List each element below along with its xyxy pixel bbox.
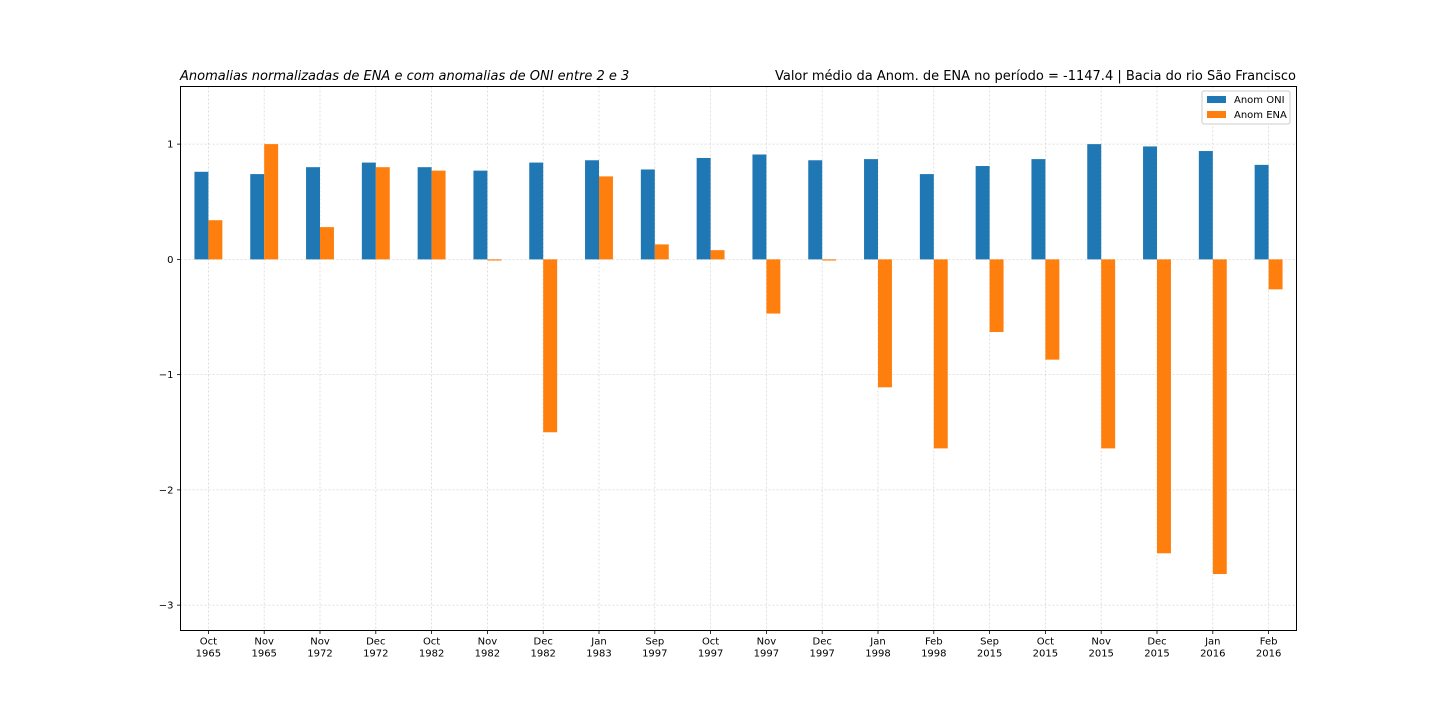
bar-anom-ena xyxy=(264,144,279,260)
x-tick-label: Dec 1997 xyxy=(809,637,834,660)
legend: Anom ONI Anom ENA xyxy=(1201,90,1291,125)
bar-anom-ena xyxy=(822,259,837,261)
bar-anom-ena xyxy=(1157,259,1171,554)
x-tick-label: Feb 2016 xyxy=(1256,637,1281,660)
x-tick-label: Oct 1982 xyxy=(419,637,444,660)
bar-anom-oni xyxy=(306,167,320,260)
bar-anom-oni xyxy=(640,169,655,260)
bar-anom-ena xyxy=(1045,259,1060,360)
x-tick-label: Feb 1998 xyxy=(921,637,946,660)
bar-anom-oni xyxy=(250,174,265,260)
x-tick-label: Sep 1997 xyxy=(642,637,667,660)
bars xyxy=(194,144,1283,575)
x-tick-label: Dec 2015 xyxy=(1144,637,1169,660)
bar-anom-oni xyxy=(1254,164,1269,260)
chart-title-right: Valor médio da Anom. de ENA no período =… xyxy=(775,69,1296,84)
x-tick-label: Oct 1997 xyxy=(698,637,723,660)
bar-anom-ena xyxy=(431,170,446,260)
x-tick-label: Nov 1997 xyxy=(754,637,779,660)
bar-anom-oni xyxy=(1031,159,1046,260)
bar-anom-ena xyxy=(375,167,390,260)
bar-anom-ena xyxy=(1268,259,1283,290)
bar-anom-oni xyxy=(473,170,488,260)
y-tick-label: −2 xyxy=(159,485,174,496)
x-tick-label: Jan 2016 xyxy=(1200,637,1225,660)
legend-swatch-anom-ena xyxy=(1207,111,1226,118)
bar-anom-oni xyxy=(975,166,990,260)
bar-anom-oni xyxy=(919,174,934,260)
y-axis-ticks: 1 0 −1 −2 −3 xyxy=(159,140,181,612)
x-tick-label: Nov 1982 xyxy=(475,637,500,660)
y-tick-label: −1 xyxy=(159,370,174,381)
x-tick-label: Oct 2015 xyxy=(1033,637,1058,660)
bar-anom-ena xyxy=(487,259,502,261)
x-tick-label: Nov 1972 xyxy=(307,637,332,660)
bar-anom-ena xyxy=(1101,259,1116,449)
plot-frame xyxy=(180,86,1297,631)
bar-anom-oni xyxy=(1198,151,1213,260)
bar-anom-ena xyxy=(1212,259,1227,575)
bar-anom-oni xyxy=(808,160,823,260)
legend-label-anom-oni: Anom ONI xyxy=(1234,95,1285,106)
x-tick-label: Dec 1982 xyxy=(530,637,555,660)
bar-anom-oni xyxy=(864,159,878,260)
bar-anom-ena xyxy=(599,176,613,260)
bar-anom-ena xyxy=(320,227,334,260)
x-tick-label: Oct 1965 xyxy=(196,637,221,660)
bar-anom-ena xyxy=(766,259,781,314)
bar-anom-ena xyxy=(710,250,725,260)
x-tick-label: Nov 2015 xyxy=(1088,637,1113,660)
x-tick-label: Jan 1983 xyxy=(586,637,611,660)
bar-anom-ena xyxy=(543,259,558,433)
legend-label-anom-ena: Anom ENA xyxy=(1234,110,1287,121)
bar-anom-oni xyxy=(1143,146,1157,260)
x-axis-ticks: Oct 1965 Nov 1965 Nov 1972 Dec 1972 Oct 1982 Nov 19… xyxy=(196,630,1281,660)
grid-lines xyxy=(180,86,1297,631)
bar-anom-oni xyxy=(529,162,544,260)
bar-anom-oni xyxy=(1087,144,1102,260)
bar-anom-ena xyxy=(878,259,892,388)
x-tick-label: Sep 2015 xyxy=(977,637,1002,660)
bar-anom-ena xyxy=(654,244,669,260)
bar-anom-oni xyxy=(361,162,376,260)
bar-anom-oni xyxy=(194,171,209,260)
chart-title-left: Anomalias normalizadas de ENA e com anom… xyxy=(179,69,629,84)
legend-swatch-anom-oni xyxy=(1207,96,1226,103)
y-tick-label: 1 xyxy=(167,140,173,151)
bar-anom-oni xyxy=(752,154,767,260)
bar-anom-oni xyxy=(696,157,711,260)
x-tick-label: Nov 1965 xyxy=(251,637,276,660)
bar-anom-ena xyxy=(933,259,948,449)
bar-anom-ena xyxy=(208,220,223,260)
x-tick-label: Dec 1972 xyxy=(363,637,388,660)
bar-anom-oni xyxy=(417,167,432,260)
x-tick-label: Jan 1998 xyxy=(865,637,890,660)
y-tick-label: 0 xyxy=(167,255,173,266)
bar-anom-ena xyxy=(989,259,1004,332)
y-tick-label: −3 xyxy=(159,601,174,612)
bar-anom-oni xyxy=(585,160,599,260)
